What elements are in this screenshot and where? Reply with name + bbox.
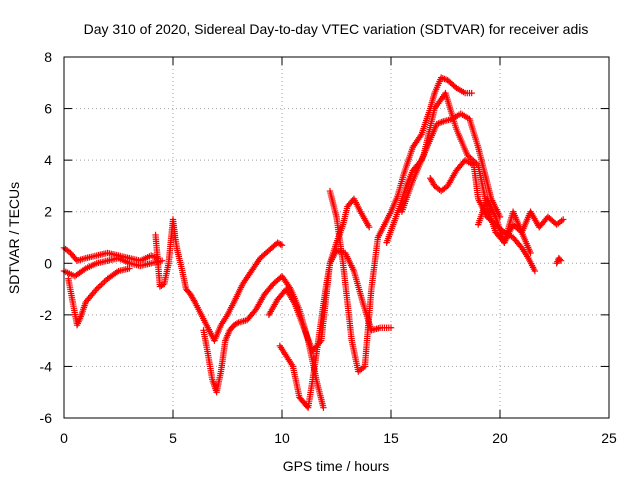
x-axis-label: GPS time / hours (283, 458, 390, 474)
y-tick-label: -2 (40, 307, 53, 323)
data-point-marker (531, 267, 539, 275)
plot-border (63, 56, 610, 419)
data-point-marker (560, 216, 567, 223)
data-point-marker (278, 242, 286, 249)
chart-title: Day 310 of 2020, Sidereal Day-to-day VTE… (84, 21, 589, 37)
y-tick-label: 2 (44, 204, 52, 220)
x-tick-label: 5 (169, 430, 177, 446)
data-point-marker (277, 241, 284, 248)
data-point-marker (468, 89, 475, 97)
series-satellite-track-8 (326, 74, 475, 375)
data-points (60, 74, 567, 411)
x-tick-label: 10 (274, 430, 290, 446)
y-tick-label: 4 (44, 152, 52, 168)
data-point-marker (366, 223, 373, 231)
data-point-marker (527, 249, 534, 257)
y-tick-label: -6 (40, 410, 53, 426)
y-tick-label: 8 (44, 49, 52, 65)
x-tick-label: 20 (492, 430, 508, 446)
series-satellite-track-1 (60, 244, 161, 264)
x-tick-label: 15 (383, 430, 399, 446)
data-point-marker (557, 257, 565, 264)
data-point-marker (556, 256, 564, 263)
y-tick-label: 0 (44, 255, 52, 271)
data-point-marker (320, 404, 327, 411)
series-satellite-track-4 (152, 216, 286, 344)
y-tick-label: -4 (40, 358, 53, 374)
series-satellite-track-12 (475, 195, 567, 246)
x-tick-label: 0 (60, 430, 68, 446)
data-point-marker (233, 320, 241, 327)
series-satellite-track-7 (276, 195, 373, 411)
y-axis-label: SDTVAR / TECUs (6, 182, 22, 294)
series-satellite-track-13 (553, 254, 565, 267)
x-tick-label: 25 (601, 430, 617, 446)
axis-ticks: 0 5 10 15 20 25 -6 -4 -2 0 2 4 6 8 (40, 49, 617, 446)
y-tick-label: 6 (44, 101, 52, 117)
series-satellite-track-3 (65, 265, 133, 329)
data-point-marker (126, 265, 133, 272)
data-point-marker (387, 324, 395, 331)
